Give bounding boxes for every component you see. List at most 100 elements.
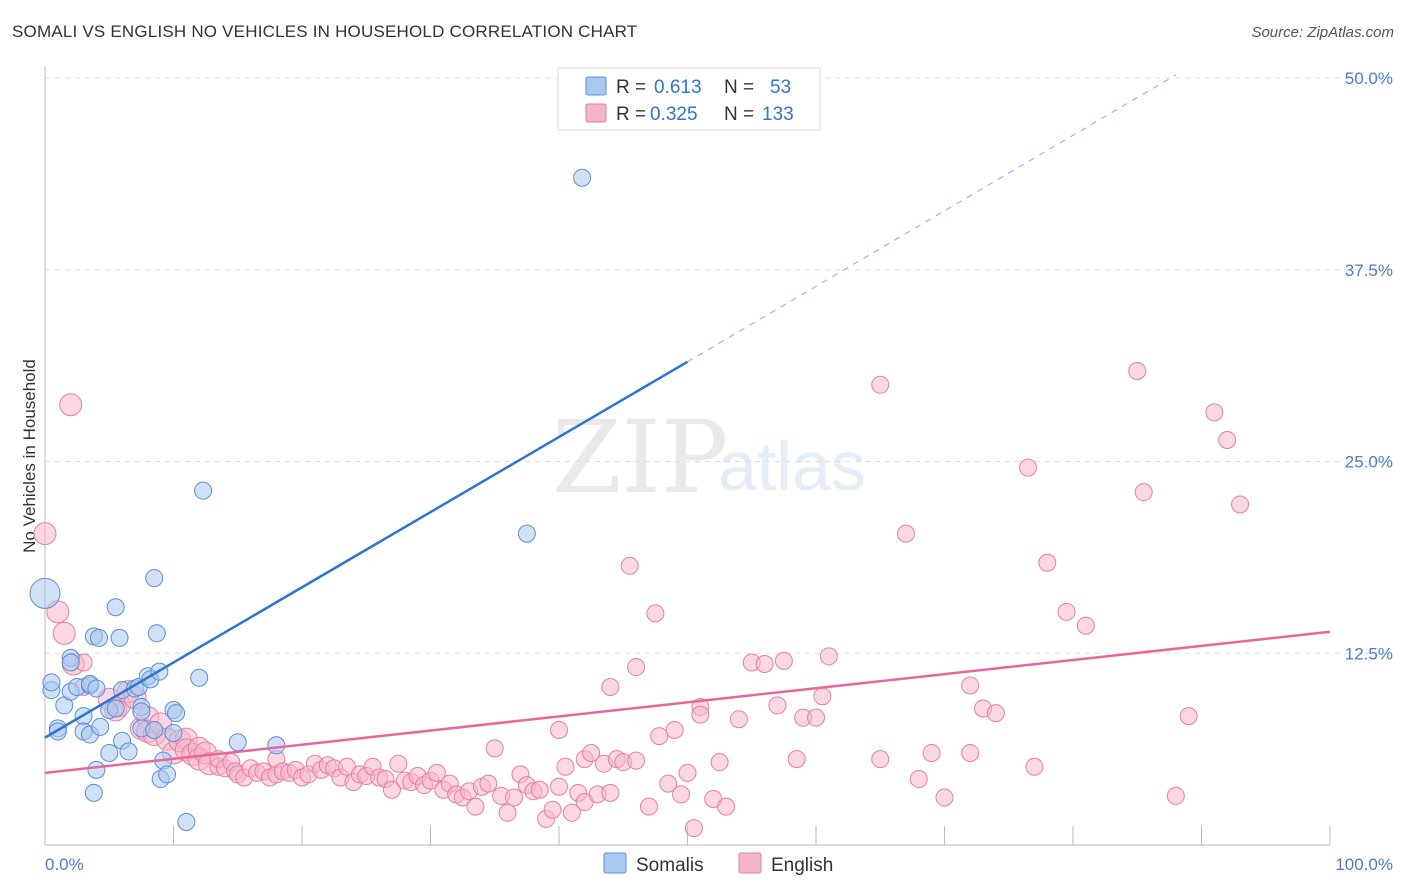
somali-r-value: 0.613	[654, 77, 702, 98]
data-point	[922, 743, 941, 762]
data-point	[627, 751, 646, 770]
english-n-label: N =	[724, 104, 754, 125]
data-point	[1057, 602, 1076, 621]
data-point	[909, 770, 928, 789]
data-point	[650, 727, 669, 746]
somali-n-value: 53	[770, 77, 791, 98]
data-point	[774, 651, 793, 670]
data-point	[582, 743, 601, 762]
y-tick-label: 12.5%	[1345, 644, 1393, 663]
data-point	[639, 797, 658, 816]
data-point	[896, 524, 915, 543]
chart-title: SOMALI VS ENGLISH NO VEHICLES IN HOUSEHO…	[12, 22, 638, 41]
data-point	[935, 788, 954, 807]
data-point	[87, 679, 106, 698]
data-point	[986, 704, 1005, 723]
legend-english-label: English	[771, 855, 833, 876]
somali-swatch	[585, 76, 607, 96]
y-axis-label: No Vehicles in Household	[20, 359, 39, 553]
data-point	[768, 696, 787, 715]
series-legend: Somalis English	[603, 852, 833, 876]
data-point	[59, 393, 83, 417]
somali-trend-line	[44, 360, 689, 739]
data-point	[485, 739, 504, 758]
data-point	[691, 705, 710, 724]
watermark: ZIP atlas	[552, 399, 866, 516]
data-point	[729, 710, 748, 729]
axes	[44, 66, 1331, 846]
data-point	[1076, 616, 1095, 635]
gridlines	[45, 77, 1393, 654]
data-point	[1038, 553, 1057, 572]
data-point	[573, 168, 592, 187]
somali-n-label: N =	[724, 77, 754, 98]
english-r-value: 0.325	[650, 104, 698, 125]
data-point	[89, 628, 108, 647]
data-point	[562, 803, 581, 822]
data-point	[389, 754, 408, 773]
data-point	[556, 757, 575, 776]
data-point	[267, 736, 286, 755]
data-point	[158, 765, 177, 784]
stats-legend: R = 0.613 N = 53 R = 0.325 N = 133	[557, 67, 821, 131]
data-point	[33, 522, 57, 546]
watermark-zip: ZIP	[552, 399, 728, 516]
data-point	[177, 812, 196, 831]
data-point	[871, 750, 890, 769]
data-point	[29, 577, 61, 609]
data-point	[646, 604, 665, 623]
data-point	[52, 621, 76, 645]
data-point	[147, 624, 166, 643]
trend-lines	[44, 74, 1331, 775]
english-r-label: R =	[616, 104, 646, 125]
data-point	[961, 676, 980, 695]
data-point	[659, 774, 678, 793]
data-point	[100, 743, 119, 762]
y-tick-label: 25.0%	[1345, 453, 1393, 472]
data-point	[498, 803, 517, 822]
data-point	[819, 647, 838, 666]
data-point	[106, 598, 125, 617]
data-point	[1134, 483, 1153, 502]
english-swatch	[585, 103, 607, 123]
y-tick-label: 50.0%	[1345, 69, 1393, 88]
series-somalis	[29, 168, 592, 831]
y-tick-label: 37.5%	[1345, 261, 1393, 280]
data-point	[710, 753, 729, 772]
data-point	[427, 763, 446, 782]
legend-somalis-label: Somalis	[636, 855, 704, 876]
data-point	[1218, 431, 1237, 450]
x-tick-label: 100.0%	[1335, 855, 1393, 874]
data-point	[42, 673, 61, 692]
data-point	[1019, 458, 1038, 477]
data-point	[601, 677, 620, 696]
data-point	[145, 720, 164, 739]
data-point	[190, 668, 209, 687]
data-point	[479, 774, 498, 793]
data-point	[1166, 786, 1185, 805]
data-point	[620, 556, 639, 575]
data-point	[119, 742, 138, 761]
data-point	[164, 724, 183, 743]
source-credit: Source: ZipAtlas.com	[1251, 24, 1394, 41]
data-point	[627, 658, 646, 677]
data-point	[813, 687, 832, 706]
watermark-atlas: atlas	[718, 427, 866, 505]
legend-somalis-swatch	[603, 852, 627, 874]
data-point	[550, 720, 568, 739]
data-point	[132, 702, 151, 721]
data-point	[543, 800, 562, 819]
data-point	[1231, 495, 1250, 514]
data-point	[1025, 757, 1044, 776]
data-point	[672, 785, 691, 804]
data-point	[601, 783, 620, 802]
data-point	[871, 375, 890, 394]
data-point	[550, 777, 568, 796]
english-n-value: 133	[762, 104, 794, 125]
data-point	[1205, 403, 1224, 422]
data-point	[87, 760, 106, 779]
data-point	[228, 733, 247, 752]
data-point	[84, 783, 103, 802]
data-point	[505, 788, 524, 807]
